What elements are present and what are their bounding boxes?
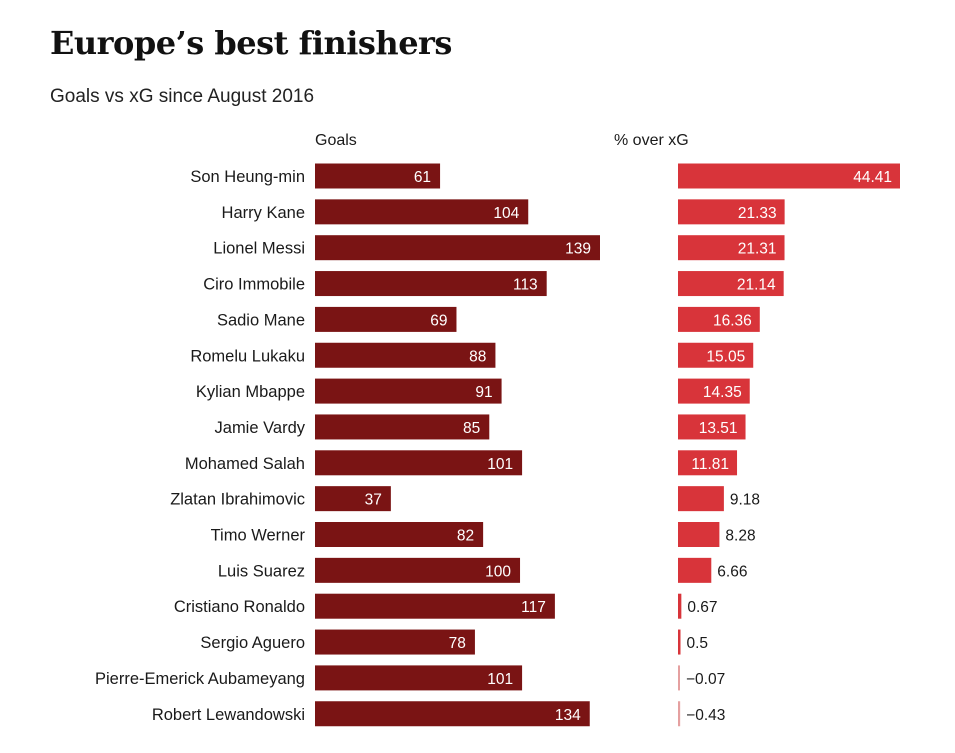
pct-over-xg-value-label: 21.31 [738,241,777,258]
pct-over-xg-value-label: 44.41 [853,169,892,186]
pct-over-xg-bar [678,199,785,225]
category-label: Sadio Mane [217,311,305,329]
goals-bar [315,306,457,332]
pct-over-xg-bar [678,342,754,368]
goals-value-label: 37 [365,492,382,509]
pct-over-xg-bar [678,306,760,332]
goals-bar [315,450,523,476]
goals-bar [315,378,502,404]
pct-over-xg-bar [678,665,680,691]
goals-bar [315,163,441,189]
pct-over-xg-value-label: −0.07 [686,671,725,688]
goals-value-label: 117 [521,599,546,616]
goals-value-label: 78 [449,635,466,652]
pct-over-xg-bar [678,701,681,727]
pct-over-xg-bar [678,557,712,583]
chart-title: Europe’s best finishers [50,24,452,62]
category-label: Zlatan Ibrahimovic [170,491,305,509]
goals-bar [315,414,490,440]
pct-over-xg-bar [678,235,785,261]
pct-over-xg-value-label: 9.18 [730,492,760,509]
pct-over-xg-value-label: 6.66 [717,563,747,580]
goals-value-label: 100 [485,563,511,580]
goals-bar [315,665,523,691]
chart-subtitle: Goals vs xG since August 2016 [50,86,315,107]
category-label: Jamie Vardy [215,419,306,437]
pct-over-xg-value-label: 14.35 [703,384,742,401]
category-label: Timo Werner [211,527,306,545]
category-label: Harry Kane [222,204,305,222]
category-label: Robert Lewandowski [152,706,305,724]
pct-over-xg-bar [678,378,750,404]
category-label: Cristiano Ronaldo [174,598,305,616]
pct-over-xg-bar [678,629,681,655]
category-label: Mohamed Salah [185,455,305,473]
category-label: Romelu Lukaku [190,347,305,365]
pct-over-xg-value-label: −0.43 [686,707,725,724]
goals-bar [315,593,555,619]
category-label: Lionel Messi [213,240,305,258]
pct-over-xg-header: % over xG [614,132,689,149]
category-label: Son Heung-min [190,168,305,186]
pct-over-xg-bar [678,522,720,547]
pct-over-xg-bar [678,271,784,297]
pct-over-xg-bar [678,486,724,512]
goals-bar [315,486,391,512]
pct-over-xg-value-label: 11.81 [691,456,729,473]
pct-over-xg-bar [678,593,682,619]
goals-value-label: 104 [493,205,519,222]
pct-over-xg-bar [678,414,746,440]
goals-value-label: 139 [565,241,591,258]
goals-value-label: 134 [555,707,581,724]
goals-value-label: 85 [463,420,480,437]
pct-over-xg-bar [678,163,900,189]
pct-over-xg-bar [678,450,738,476]
goals-bar [315,342,496,368]
goals-value-label: 82 [457,528,474,545]
goals-bar [315,271,547,297]
goals-value-label: 91 [475,384,492,401]
category-label: Ciro Immobile [203,276,305,294]
goals-header: Goals [315,132,357,149]
category-label: Luis Suarez [218,562,305,580]
pct-over-xg-value-label: 21.33 [738,205,777,222]
pct-over-xg-value-label: 13.51 [699,420,738,437]
goals-value-label: 101 [487,456,513,473]
pct-over-xg-value-label: 21.14 [737,277,776,294]
pct-over-xg-value-label: 15.05 [706,348,745,365]
pct-over-xg-value-label: 0.5 [686,635,708,652]
goals-bar [315,522,484,547]
pct-over-xg-value-label: 16.36 [713,312,752,329]
goals-value-label: 113 [513,277,538,294]
goals-bar [315,199,529,225]
category-label: Kylian Mbappe [196,383,305,401]
category-label: Pierre-Emerick Aubameyang [95,670,305,688]
goals-value-label: 61 [414,169,431,186]
goals-value-label: 101 [487,671,513,688]
goals-bar [315,557,521,583]
pct-over-xg-value-label: 8.28 [725,528,755,545]
goals-bar [315,235,600,261]
pct-over-xg-value-label: 0.67 [687,599,717,616]
goals-bar [315,701,590,727]
category-label: Sergio Aguero [200,634,305,652]
goals-bar [315,629,475,655]
goals-value-label: 69 [430,312,447,329]
goals-value-label: 88 [469,348,486,365]
